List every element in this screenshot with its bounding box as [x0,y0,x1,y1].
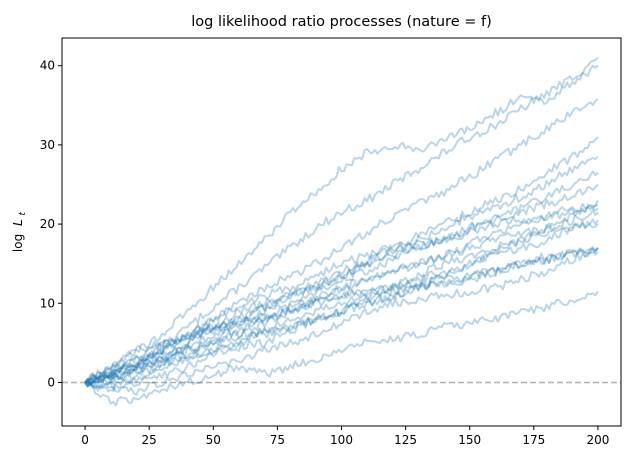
series-line-path-15 [84,247,599,396]
x-tick-label: 0 [81,433,89,447]
series-line-path-9 [84,205,599,384]
y-tick-label: 0 [47,375,55,389]
series-line-path-18 [85,199,599,384]
series-line-path-7 [84,183,599,385]
series-line-path-2 [85,64,599,384]
x-tick-label: 100 [330,433,353,447]
y-axis-title: log L t [11,211,28,252]
x-tick-label: 200 [586,433,609,447]
axes-layer: 0 25 50 75 100 125 150 175 200 0 10 20 30 40 [40,37,622,447]
series-line-path-16 [84,290,599,407]
y-axis-title-log: log [11,234,25,252]
x-tick-label: 150 [458,433,481,447]
x-tick-label: 50 [206,433,221,447]
y-tick-label: 10 [40,296,55,310]
series-line-path-13 [84,245,599,393]
y-tick-label: 40 [40,59,55,73]
series-line-path-17 [85,218,599,384]
x-tick-label: 125 [394,433,417,447]
x-tick-label: 175 [522,433,545,447]
series-layer [84,57,599,407]
series-line-path-1 [84,57,599,385]
y-axis-title-l: L [11,219,25,226]
series-line-path-14 [84,247,599,387]
chart-title: log likelihood ratio processes (nature =… [191,14,492,30]
series-line-path-12 [84,247,599,387]
series-line-path-6 [84,170,599,384]
y-tick-label: 20 [40,217,55,231]
y-axis-title-subscript: t [18,211,28,215]
series-line-path-3 [84,98,599,386]
x-tick-label: 25 [142,433,157,447]
series-line-path-4 [85,136,599,384]
y-tick-label: 30 [40,138,55,152]
x-tick-label: 75 [270,433,285,447]
series-line-path-8 [84,202,599,391]
series-line-path-10 [84,209,599,387]
series-line-path-5 [84,156,599,384]
series-line-path-11 [84,221,599,386]
